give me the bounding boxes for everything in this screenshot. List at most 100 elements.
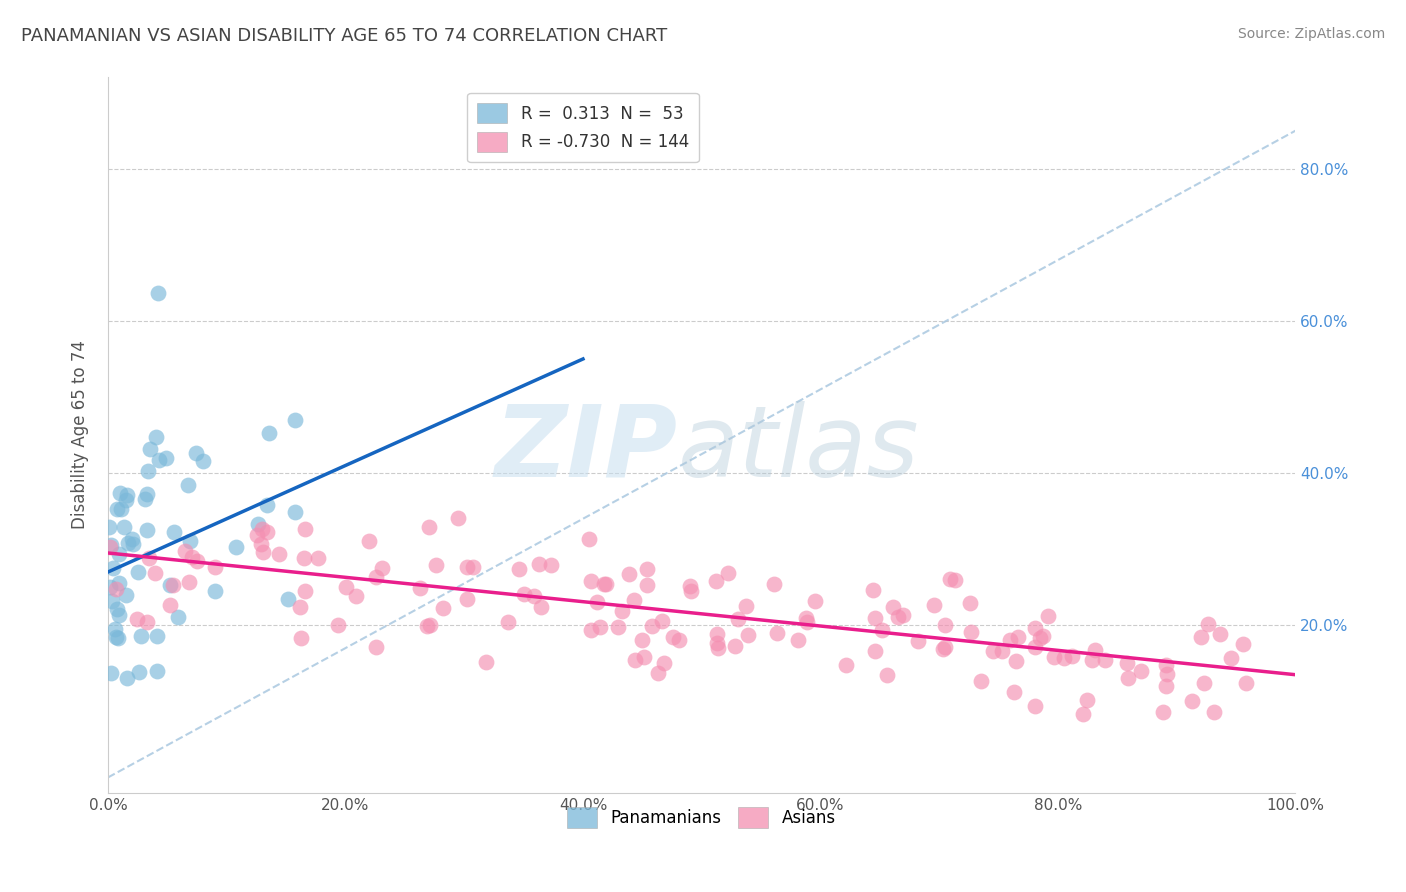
Point [512,587,534,601]
Point [136,463,159,477]
Point [98,540,121,554]
Point [277,592,299,607]
Point [863,644,886,658]
Point [246,528,269,542]
Point [107,631,129,645]
Point [647,665,669,680]
Point [579,624,602,638]
Text: atlas: atlas [678,401,920,498]
Point [835,658,858,673]
Point [870,624,893,638]
Point [108,607,131,622]
Point [269,547,291,561]
Point [707,640,730,655]
Point [115,588,138,602]
Point [256,525,278,540]
Point [180,550,202,565]
Point [737,627,759,641]
Point [418,520,440,534]
Point [631,632,654,647]
Point [1197,617,1219,632]
Point [446,511,468,525]
Point [110,501,132,516]
Point [128,665,150,679]
Point [681,584,703,599]
Point [579,574,602,588]
Point [136,524,159,538]
Point [163,525,186,540]
Point [991,644,1014,658]
Point [294,522,316,536]
Point [463,559,485,574]
Point [1129,664,1152,678]
Point [794,611,817,625]
Point [105,502,128,516]
Point [610,604,633,618]
Point [125,612,148,626]
Point [862,583,884,598]
Point [959,596,981,610]
Point [136,615,159,629]
Point [1076,693,1098,707]
Point [127,565,149,579]
Text: Source: ZipAtlas.com: Source: ZipAtlas.com [1237,27,1385,41]
Point [623,592,645,607]
Point [876,668,898,682]
Point [284,413,307,427]
Point [724,639,747,653]
Point [284,505,307,519]
Point [1154,658,1177,673]
Point [652,656,675,670]
Point [943,574,966,588]
Point [595,576,617,591]
Point [409,581,432,595]
Point [162,578,184,592]
Point [586,595,609,609]
Point [530,600,553,615]
Point [173,544,195,558]
Point [425,558,447,572]
Point [155,450,177,465]
Point [419,618,441,632]
Point [100,666,122,681]
Point [624,653,647,667]
Point [863,611,886,625]
Point [727,612,749,626]
Point [1080,653,1102,667]
Point [204,583,226,598]
Point [1084,643,1107,657]
Point [145,430,167,444]
Point [117,487,139,501]
Point [922,598,945,612]
Point [496,615,519,629]
Point [177,478,200,492]
Point [796,615,818,629]
Point [1094,653,1116,667]
Point [432,601,454,615]
Point [307,551,329,566]
Point [204,560,226,574]
Point [193,454,215,468]
Point [1232,637,1254,651]
Point [527,557,550,571]
Point [763,577,786,591]
Point [117,671,139,685]
Point [1116,657,1139,671]
Point [636,562,658,576]
Text: PANAMANIAN VS ASIAN DISABILITY AGE 65 TO 74 CORRELATION CHART: PANAMANIAN VS ASIAN DISABILITY AGE 65 TO… [21,27,668,45]
Point [326,617,349,632]
Point [679,579,702,593]
Point [1181,694,1204,708]
Point [1071,707,1094,722]
Text: ZIP: ZIP [495,401,678,498]
Point [636,578,658,592]
Point [1156,666,1178,681]
Point [105,630,128,644]
Point [1202,705,1225,719]
Point [1002,685,1025,699]
Point [159,598,181,612]
Point [1036,609,1059,624]
Point [290,631,312,645]
Point [474,655,496,669]
Point [98,580,121,594]
